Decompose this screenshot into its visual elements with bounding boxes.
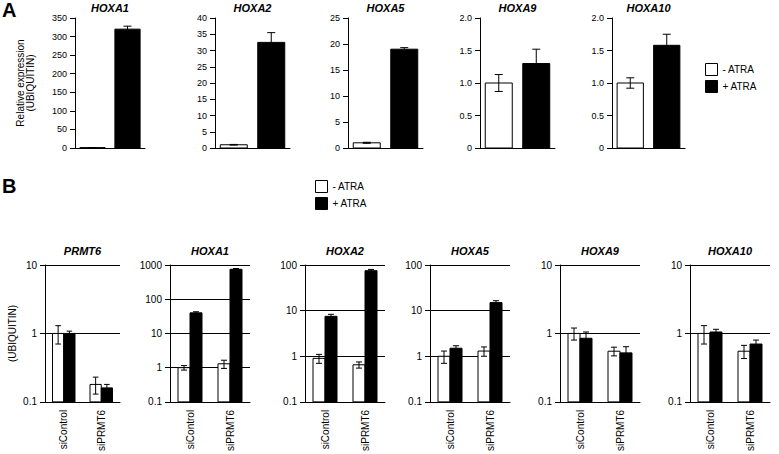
svg-text:siPRMT6: siPRMT6 (360, 409, 371, 451)
svg-text:350: 350 (52, 13, 67, 23)
svg-text:siPRMT6: siPRMT6 (615, 409, 626, 451)
svg-text:25: 25 (197, 62, 207, 72)
svg-text:0.1: 0.1 (148, 396, 162, 407)
svg-text:1: 1 (546, 328, 552, 339)
svg-text:15: 15 (197, 94, 207, 104)
svg-text:10: 10 (541, 260, 553, 271)
svg-text:0.5: 0.5 (459, 111, 472, 121)
svg-text:35: 35 (197, 29, 207, 39)
svg-text:250: 250 (52, 50, 67, 60)
svg-text:HOXA9: HOXA9 (499, 2, 538, 14)
svg-text:5: 5 (202, 127, 207, 137)
svg-text:1.5: 1.5 (591, 46, 604, 56)
svg-text:HOXA10: HOXA10 (708, 245, 753, 257)
svg-text:1: 1 (416, 351, 422, 362)
svg-text:B: B (2, 175, 16, 197)
svg-text:0.1: 0.1 (668, 396, 682, 407)
svg-text:siControl: siControl (185, 410, 196, 449)
svg-text:10: 10 (26, 260, 38, 271)
svg-text:0: 0 (599, 143, 604, 153)
svg-text:1: 1 (676, 328, 682, 339)
svg-text:siPRMT6: siPRMT6 (745, 409, 756, 451)
svg-text:siControl: siControl (445, 410, 456, 449)
svg-text:10: 10 (197, 111, 207, 121)
svg-text:PRMT6: PRMT6 (64, 245, 102, 257)
svg-text:100: 100 (145, 294, 162, 305)
svg-text:2.0: 2.0 (459, 13, 472, 23)
svg-text:25: 25 (330, 13, 340, 23)
svg-text:(UBIQUITIN): (UBIQUITIN) (25, 54, 36, 111)
svg-text:HOXA9: HOXA9 (581, 245, 620, 257)
svg-text:5: 5 (335, 117, 340, 127)
svg-text:20: 20 (197, 78, 207, 88)
svg-text:0.1: 0.1 (283, 396, 297, 407)
svg-text:2.0: 2.0 (591, 13, 604, 23)
svg-text:siPRMT6: siPRMT6 (225, 409, 236, 451)
svg-text:10: 10 (330, 91, 340, 101)
svg-text:1: 1 (156, 362, 162, 373)
svg-text:200: 200 (52, 69, 67, 79)
svg-text:siPRMT6: siPRMT6 (96, 409, 107, 451)
svg-text:0: 0 (62, 143, 67, 153)
svg-text:1000: 1000 (140, 260, 163, 271)
svg-text:siControl: siControl (575, 410, 586, 449)
svg-text:10: 10 (671, 260, 683, 271)
svg-text:0.5: 0.5 (591, 111, 604, 121)
svg-text:- ATRA: - ATRA (723, 64, 755, 75)
svg-text:100: 100 (52, 106, 67, 116)
svg-text:siControl: siControl (320, 410, 331, 449)
svg-text:HOXA2: HOXA2 (326, 245, 364, 257)
svg-text:0.1: 0.1 (538, 396, 552, 407)
svg-text:HOXA10: HOXA10 (626, 2, 671, 14)
svg-text:1.0: 1.0 (591, 78, 604, 88)
svg-text:100: 100 (280, 260, 297, 271)
svg-text:1: 1 (291, 351, 297, 362)
svg-text:0: 0 (335, 143, 340, 153)
svg-text:1.5: 1.5 (459, 46, 472, 56)
svg-text:20: 20 (330, 39, 340, 49)
svg-text:10: 10 (411, 305, 423, 316)
svg-text:+ ATRA: + ATRA (333, 198, 367, 209)
svg-text:10: 10 (286, 305, 298, 316)
svg-text:150: 150 (52, 87, 67, 97)
svg-text:50: 50 (57, 124, 67, 134)
svg-text:0: 0 (467, 143, 472, 153)
svg-text:A: A (2, 0, 16, 21)
svg-text:HOXA5: HOXA5 (451, 245, 490, 257)
svg-text:+ ATRA: + ATRA (723, 81, 757, 92)
svg-text:HOXA1: HOXA1 (91, 2, 129, 14)
svg-text:0: 0 (202, 143, 207, 153)
svg-text:30: 30 (197, 46, 207, 56)
svg-text:Relative expression: Relative expression (14, 39, 26, 127)
svg-text:15: 15 (330, 65, 340, 75)
svg-text:- ATRA: - ATRA (333, 181, 365, 192)
svg-text:HOXA2: HOXA2 (234, 2, 272, 14)
svg-text:1.0: 1.0 (459, 78, 472, 88)
svg-text:siControl: siControl (58, 410, 69, 449)
svg-text:siControl: siControl (705, 410, 716, 449)
svg-text:0.1: 0.1 (408, 396, 422, 407)
svg-text:10: 10 (151, 328, 163, 339)
svg-text:HOXA5: HOXA5 (367, 2, 406, 14)
svg-text:(UBIQUITIN): (UBIQUITIN) (7, 305, 18, 362)
svg-text:siPRMT6: siPRMT6 (485, 409, 496, 451)
svg-text:300: 300 (52, 32, 67, 42)
svg-text:HOXA1: HOXA1 (191, 245, 229, 257)
svg-text:1: 1 (31, 328, 37, 339)
svg-text:40: 40 (197, 13, 207, 23)
svg-text:0.1: 0.1 (23, 396, 37, 407)
svg-text:100: 100 (405, 260, 422, 271)
